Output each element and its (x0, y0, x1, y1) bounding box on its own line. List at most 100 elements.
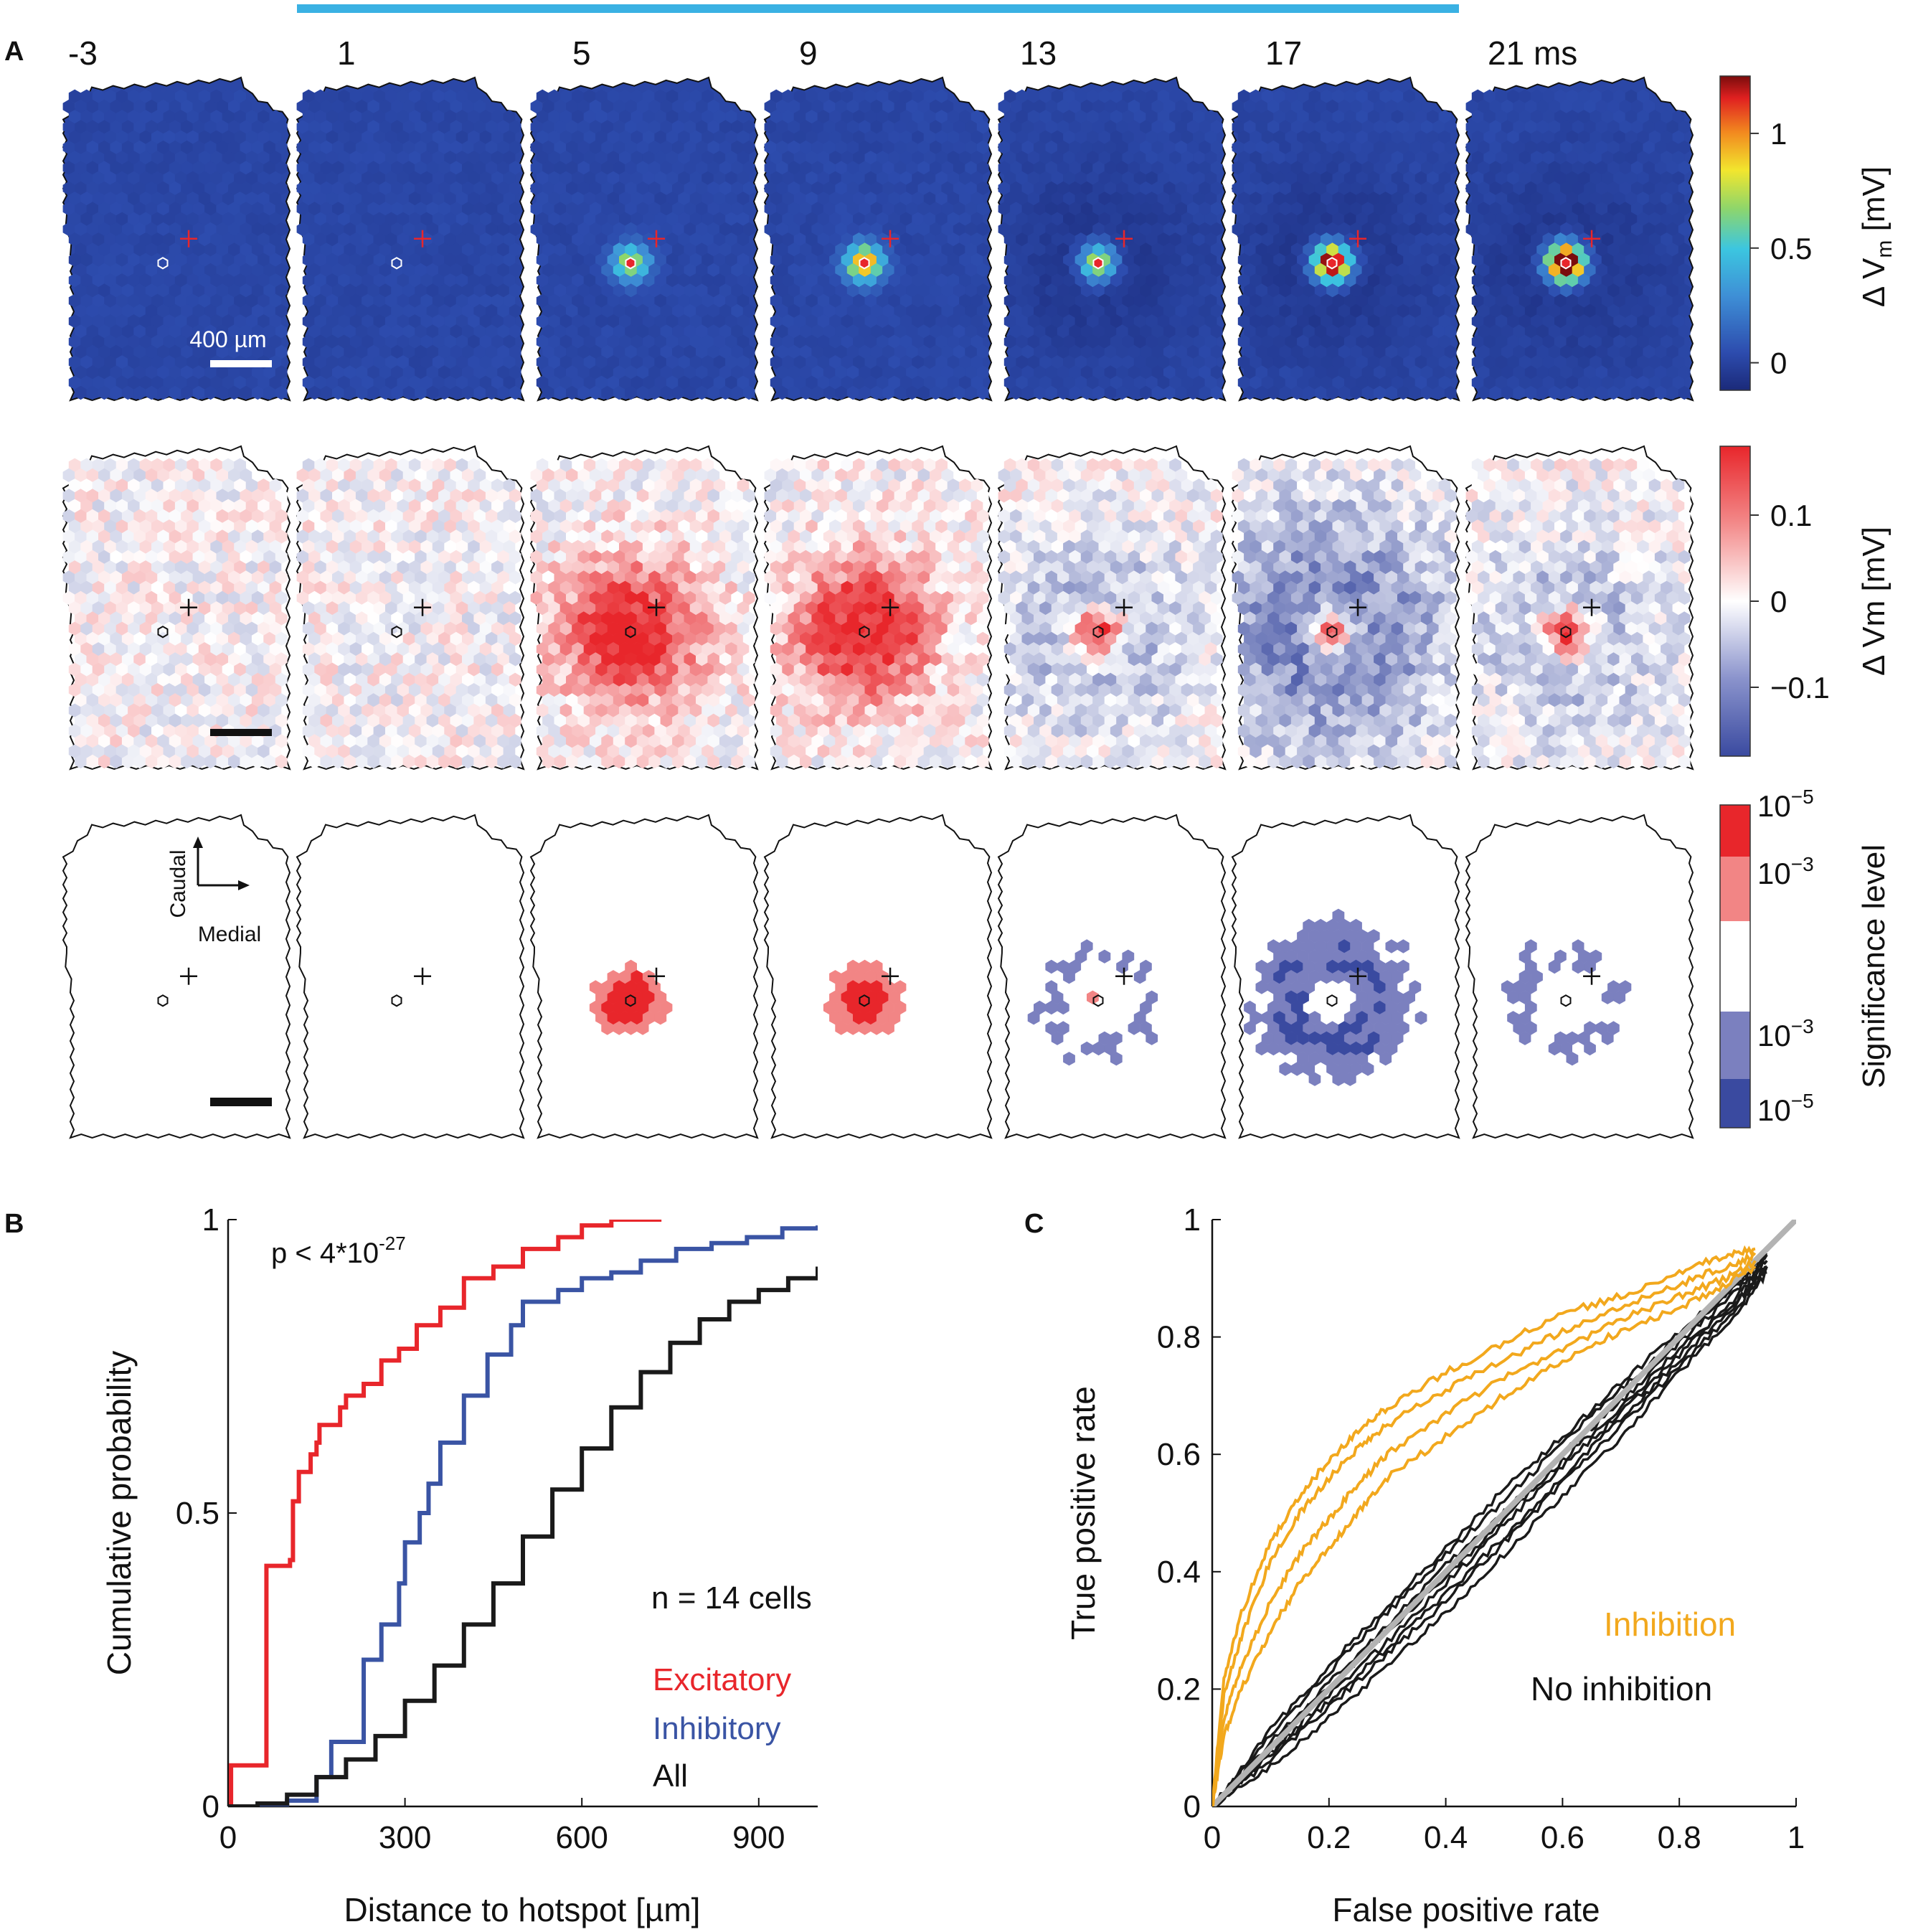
hex-cell (737, 110, 750, 124)
hex-cell (121, 365, 134, 380)
hex-cell (607, 232, 620, 247)
hex-cell (115, 130, 128, 144)
hex-cell (719, 202, 732, 216)
hex-cell (275, 385, 288, 400)
hex-cell (145, 344, 158, 359)
hex-cell (186, 212, 199, 226)
hex-cell (426, 385, 439, 400)
hex-cell (742, 385, 755, 400)
hex-cell (385, 89, 397, 103)
hex-cell (725, 232, 737, 247)
hex-cell (362, 110, 374, 124)
hex-cell (509, 181, 521, 196)
hex-cell (817, 130, 830, 144)
hex-cell (234, 314, 246, 329)
hex-cell (572, 89, 584, 103)
hex-cell (373, 232, 386, 247)
hex-cell (491, 273, 504, 288)
hex-cell (636, 202, 649, 216)
hex-cell (684, 181, 696, 196)
hex-cell (174, 130, 187, 144)
hex-cell (169, 344, 181, 359)
hex-cell (68, 253, 81, 267)
hex-cell (536, 375, 549, 390)
hex-cell (222, 151, 235, 165)
hex-cell (355, 263, 368, 278)
hex-cell (275, 161, 288, 175)
map-top-2 (296, 76, 525, 402)
hex-cell (473, 303, 486, 319)
hex-cell (648, 303, 661, 319)
hex-cell (385, 130, 397, 144)
hex-cell (415, 242, 427, 257)
hex-cell (589, 242, 602, 257)
hex-cell (362, 89, 374, 103)
hex-cell (684, 140, 696, 155)
hex-cell (619, 232, 631, 247)
hex-cell (566, 161, 578, 175)
hex-cell (583, 110, 596, 124)
hex-cell (245, 314, 258, 329)
hex-cell (542, 242, 554, 257)
hex-cell (713, 110, 726, 124)
hex-cell (473, 99, 486, 114)
hex-cell (554, 99, 567, 114)
hex-cell (379, 140, 392, 155)
hex-cell (666, 151, 679, 165)
hex-cell (263, 344, 276, 359)
hex-cell (601, 120, 614, 134)
hex-cell (473, 283, 486, 298)
hex-cell (68, 212, 81, 226)
hex-cell (485, 181, 498, 196)
hex-cell (702, 232, 714, 247)
hex-cell (438, 222, 450, 237)
hex-cell (536, 151, 549, 165)
hex-cell (876, 130, 889, 144)
hex-cell (912, 89, 925, 103)
hex-cell (660, 365, 673, 380)
hex-cell (420, 253, 433, 267)
hex-cell (234, 273, 246, 288)
hex-cell (497, 283, 510, 298)
hex-cell (595, 334, 608, 349)
hex-cell (870, 120, 883, 134)
hex-cell (509, 161, 521, 175)
hex-cell (397, 273, 410, 288)
hex-cell (332, 120, 344, 134)
hex-cell (296, 161, 309, 175)
hex-cell (566, 365, 578, 380)
hex-cell (163, 232, 176, 247)
hex-cell (660, 385, 673, 400)
hex-cell (542, 161, 554, 175)
hex-cell (128, 212, 140, 226)
hex-cell (572, 232, 584, 247)
hex-cell (251, 385, 264, 400)
hex-cell (121, 161, 134, 175)
hex-cell (338, 273, 350, 288)
hex-cell (589, 99, 602, 114)
hex-cell (941, 120, 954, 134)
hex-cell (139, 355, 152, 369)
hex-cell (192, 263, 205, 278)
hex-cell (181, 365, 193, 380)
hex-cell (245, 171, 258, 185)
hex-cell (689, 375, 702, 390)
hex-cell (115, 171, 128, 185)
hex-cell (222, 192, 235, 206)
hex-cell (917, 120, 930, 134)
hex-cell (450, 242, 463, 257)
hex-cell (379, 303, 392, 319)
hex-cell (491, 355, 504, 369)
hex-cell (75, 140, 87, 155)
hex-cell (391, 181, 403, 196)
hex-cell (930, 99, 942, 114)
hex-cell (151, 151, 164, 165)
hex-cell (338, 232, 350, 247)
hex-cell (344, 242, 356, 257)
hex-cell (835, 120, 848, 134)
hex-cell (320, 120, 333, 134)
hex-cell (326, 192, 339, 206)
hex-cell (397, 314, 410, 329)
hex-cell (497, 120, 510, 134)
hex-cell (104, 192, 116, 206)
